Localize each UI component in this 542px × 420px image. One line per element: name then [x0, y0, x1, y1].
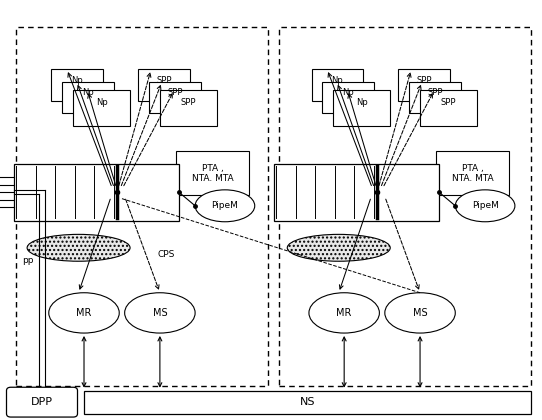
Ellipse shape [455, 190, 515, 222]
Ellipse shape [287, 234, 390, 261]
Bar [176, 151, 249, 195]
Text: SPP: SPP [427, 89, 443, 97]
Text: Np: Np [72, 76, 83, 85]
Text: PipeM: PipeM [472, 201, 499, 210]
Text: PipeM: PipeM [211, 201, 238, 210]
Text: MS: MS [413, 308, 427, 318]
Text: Np: Np [332, 76, 343, 85]
Ellipse shape [125, 293, 195, 333]
Bar [160, 90, 217, 126]
Text: SPP: SPP [441, 98, 456, 107]
Text: SPP: SPP [156, 76, 172, 85]
Bar [436, 151, 509, 195]
Bar [322, 82, 374, 113]
Bar [16, 27, 268, 386]
Text: Np: Np [343, 89, 354, 97]
FancyBboxPatch shape [7, 387, 78, 417]
Text: MS: MS [153, 308, 167, 318]
Ellipse shape [195, 190, 255, 222]
Ellipse shape [309, 293, 379, 333]
Text: Np: Np [356, 98, 367, 107]
Bar [409, 82, 461, 113]
Text: PTA ,
NTA. MTA: PTA , NTA. MTA [192, 163, 234, 183]
Bar [274, 164, 439, 220]
Bar [149, 82, 201, 113]
Text: DPP: DPP [31, 397, 53, 407]
Text: SPP: SPP [180, 98, 196, 107]
Text: SPP: SPP [416, 76, 432, 85]
Ellipse shape [27, 234, 130, 261]
Bar [420, 90, 477, 126]
Bar [14, 164, 179, 220]
Bar [312, 69, 363, 101]
Ellipse shape [49, 293, 119, 333]
Bar [73, 90, 130, 126]
Text: NS: NS [300, 397, 315, 407]
Bar [84, 391, 531, 414]
Text: MR: MR [337, 308, 352, 318]
Text: PTA ,
NTA. MTA: PTA , NTA. MTA [452, 163, 494, 183]
Ellipse shape [385, 293, 455, 333]
Bar [51, 69, 103, 101]
Bar [138, 69, 190, 101]
Text: SPP: SPP [167, 89, 183, 97]
Text: pp: pp [22, 256, 33, 265]
Bar [398, 69, 450, 101]
Text: CPS: CPS [157, 249, 175, 259]
Bar [62, 82, 114, 113]
Text: Np: Np [96, 98, 107, 107]
Bar [333, 90, 390, 126]
Bar [279, 27, 531, 386]
Text: Np: Np [82, 89, 94, 97]
Text: MR: MR [76, 308, 92, 318]
